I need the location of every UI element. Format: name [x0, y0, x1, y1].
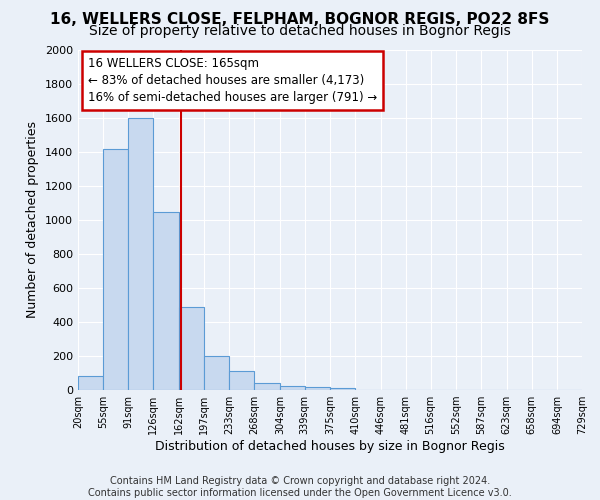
Bar — [154, 212, 179, 390]
Text: Contains HM Land Registry data © Crown copyright and database right 2024.
Contai: Contains HM Land Registry data © Crown c… — [88, 476, 512, 498]
Bar — [280, 386, 305, 390]
Text: 16, WELLERS CLOSE, FELPHAM, BOGNOR REGIS, PO22 8FS: 16, WELLERS CLOSE, FELPHAM, BOGNOR REGIS… — [50, 12, 550, 28]
Y-axis label: Number of detached properties: Number of detached properties — [26, 122, 40, 318]
Bar — [128, 118, 154, 390]
Bar — [254, 383, 280, 390]
Text: 16 WELLERS CLOSE: 165sqm
← 83% of detached houses are smaller (4,173)
16% of sem: 16 WELLERS CLOSE: 165sqm ← 83% of detach… — [88, 57, 377, 104]
Bar — [331, 388, 355, 390]
X-axis label: Distribution of detached houses by size in Bognor Regis: Distribution of detached houses by size … — [155, 440, 505, 453]
Bar — [103, 148, 128, 390]
Text: Size of property relative to detached houses in Bognor Regis: Size of property relative to detached ho… — [89, 24, 511, 38]
Bar — [179, 306, 204, 390]
Bar — [229, 372, 254, 390]
Bar — [305, 388, 331, 390]
Bar — [204, 356, 229, 390]
Bar — [78, 376, 103, 390]
